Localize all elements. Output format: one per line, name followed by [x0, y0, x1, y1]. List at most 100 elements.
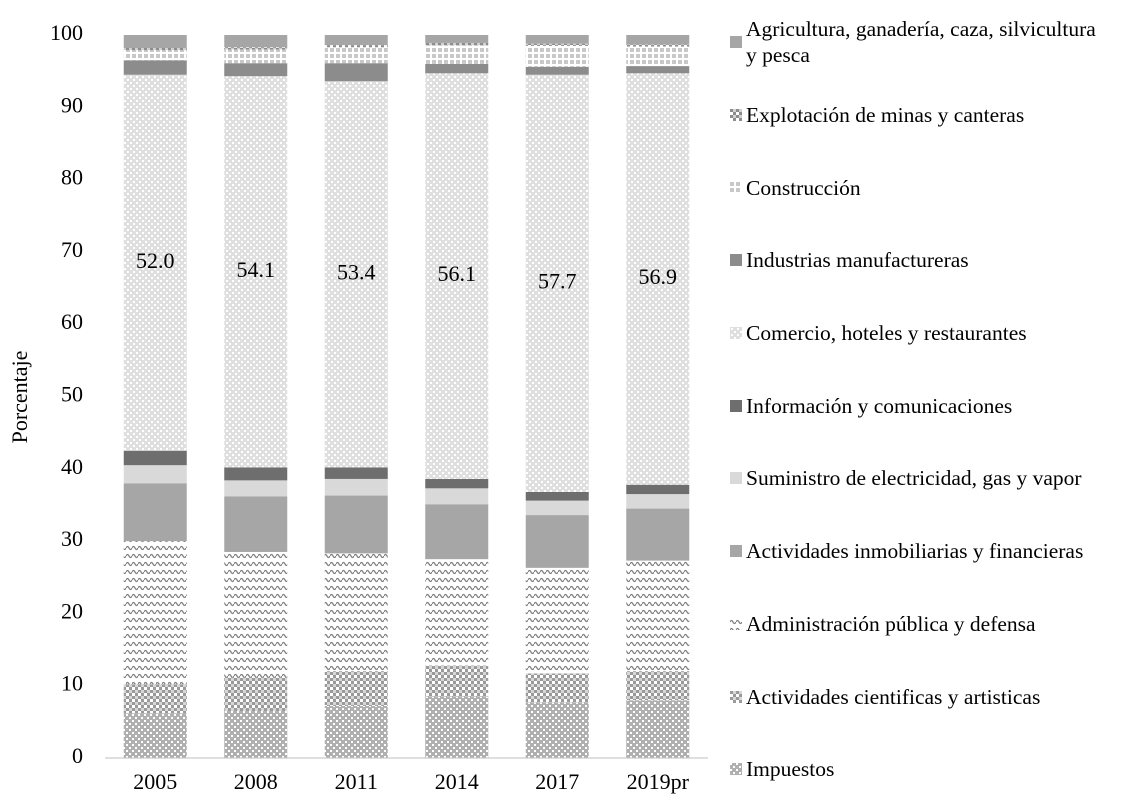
y-tick-label: 90 — [61, 92, 83, 117]
bar-segment — [626, 66, 690, 74]
bar-segment — [525, 515, 589, 568]
bar-segment — [224, 76, 288, 468]
bar-segment — [626, 35, 690, 45]
legend-swatch — [730, 109, 742, 122]
bar-segment — [123, 465, 187, 484]
bar-segment — [324, 671, 388, 706]
bar-segment — [324, 705, 388, 758]
bar-segment — [626, 44, 690, 47]
legend-swatch — [730, 617, 742, 630]
legend-swatch — [730, 254, 742, 267]
y-tick-label: 50 — [61, 382, 83, 407]
bar-segment — [123, 541, 187, 685]
x-tick-label: 2005 — [133, 769, 177, 794]
legend-item: Suministro de electricidad, gas y vapor — [730, 442, 1120, 515]
bar-segment — [525, 43, 589, 46]
y-tick-label: 30 — [61, 526, 83, 551]
bar-segment — [626, 560, 690, 672]
plot: Porcentaje 0 10 20 30 40 50 60 70 80 90 100 52.0 200… — [7, 20, 708, 794]
bar-segment — [626, 73, 690, 485]
bar-segment — [525, 491, 589, 501]
y-tick-label: 10 — [61, 671, 83, 696]
bar-segment — [525, 702, 589, 758]
legend-label: Suministro de electricidad, gas y vapor — [746, 466, 1082, 491]
bar-segment — [626, 671, 690, 701]
bar-segment — [425, 42, 489, 46]
bar-segment — [123, 684, 187, 714]
legend-label: Construcción — [746, 175, 861, 200]
legend-item: Agricultura, ganadería, caza, silvicultu… — [730, 6, 1120, 79]
legend-label: Industrias manufactureras — [746, 248, 969, 273]
bar-segment — [525, 500, 589, 516]
legend-label: Impuestos — [746, 757, 835, 782]
legend-item: Construcción — [730, 151, 1120, 224]
legend-label: Agricultura, ganadería, caza, silvicultu… — [746, 17, 1096, 68]
bar-segment — [123, 35, 187, 49]
legend-swatch — [730, 181, 742, 194]
bar-segment — [123, 50, 187, 61]
bar-segment — [425, 504, 489, 560]
bar-segment — [123, 713, 187, 758]
bar-segment — [626, 46, 690, 67]
bar-segment — [324, 495, 388, 554]
bar-segment — [626, 494, 690, 509]
bar-segment — [425, 696, 489, 758]
legend-label: Comercio, hoteles y restaurantes — [746, 321, 1027, 346]
legend-swatch — [730, 472, 742, 485]
bar-segment — [324, 467, 388, 479]
bar-segment — [324, 45, 388, 48]
x-tick-label: 2019pr — [627, 769, 690, 794]
bar-segment — [626, 508, 690, 561]
data-label: 54.1 — [237, 257, 276, 282]
legend-item: Explotación de minas y canteras — [730, 79, 1120, 152]
legend-swatch — [730, 763, 742, 776]
bar-segment — [224, 480, 288, 497]
bar-segment — [425, 73, 489, 479]
legend: Agricultura, ganadería, caza, silvicultu… — [730, 6, 1120, 806]
y-tick-label: 70 — [61, 237, 83, 262]
bar-segment — [324, 553, 388, 672]
bar-segment — [123, 450, 187, 466]
legend-item: Actividades inmobiliarias y financieras — [730, 515, 1120, 588]
data-label: 57.7 — [538, 268, 577, 293]
y-tick-label: 20 — [61, 598, 83, 623]
y-tick-label: 60 — [61, 309, 83, 334]
legend-swatch — [730, 399, 742, 412]
y-tick-label: 40 — [61, 454, 83, 479]
bar-segment — [525, 45, 589, 67]
legend-label: Administración pública y defensa — [746, 611, 1036, 636]
bar-segment — [224, 711, 288, 758]
legend-label: Actividades inmobiliarias y financieras — [746, 539, 1084, 564]
bar-segment — [224, 63, 288, 77]
bar-segment — [324, 35, 388, 46]
y-tick-label: 80 — [61, 165, 83, 190]
x-tick-label: 2011 — [335, 769, 378, 794]
legend-item: Impuestos — [730, 733, 1120, 806]
legend-item: Administración pública y defensa — [730, 588, 1120, 661]
bar-segment — [123, 60, 187, 75]
bar-segment — [425, 559, 489, 666]
legend-item: Actividades cientificas y artisticas — [730, 660, 1120, 733]
x-tick-label: 2017 — [535, 769, 579, 794]
legend-swatch — [730, 36, 742, 49]
legend-item: Información y comunicaciones — [730, 369, 1120, 442]
data-label: 52.0 — [136, 248, 175, 273]
bar-segment — [224, 47, 288, 50]
y-tick-label: 0 — [72, 743, 83, 768]
bar-segment — [324, 47, 388, 64]
bar-segment — [324, 63, 388, 82]
y-tick-label: 100 — [50, 20, 83, 45]
x-tick-label: 2014 — [435, 769, 479, 794]
legend-item: Comercio, hoteles y restaurantes — [730, 297, 1120, 370]
bar-segment — [425, 478, 489, 489]
legend-item: Industrias manufactureras — [730, 224, 1120, 297]
legend-swatch — [730, 327, 742, 340]
data-label: 56.1 — [438, 261, 477, 286]
bar-segment — [224, 496, 288, 552]
legend-label: Actividades cientificas y artisticas — [746, 684, 1041, 709]
bar-segment — [525, 673, 589, 703]
legend-label: Información y comunicaciones — [746, 393, 1013, 418]
bar-segment — [425, 35, 489, 43]
bar-segment — [425, 63, 489, 74]
